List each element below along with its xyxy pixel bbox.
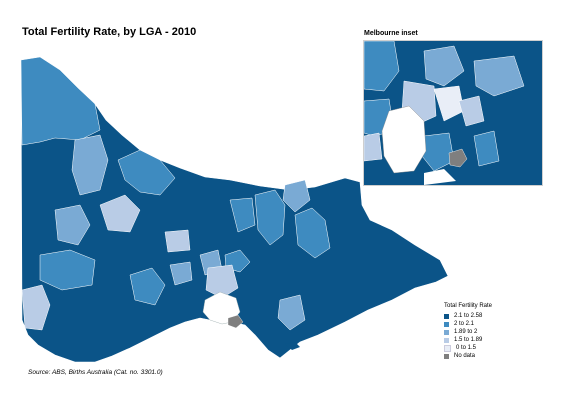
lga-region [129, 267, 166, 306]
inset-title: Melbourne inset [364, 30, 418, 37]
legend-label: 1.89 to 2 [454, 329, 478, 335]
legend-swatch [444, 337, 449, 343]
legend-label: 2 to 2.1 [454, 321, 475, 327]
lga-region [282, 179, 311, 213]
lga-region [39, 249, 96, 291]
lga-region [164, 229, 191, 253]
island [285, 342, 300, 350]
legend-swatch [444, 353, 449, 359]
legend-swatch [444, 321, 449, 327]
lga-region [54, 204, 91, 246]
no-data-region [448, 148, 468, 168]
legend-item: 2 to 2.1 [444, 320, 492, 328]
lga-region [21, 284, 51, 331]
legend-swatch [444, 313, 449, 319]
lga-region [20, 56, 101, 146]
lga-region [205, 264, 239, 299]
legend-item: 0 to 1.5 [444, 344, 492, 352]
map-title: Total Fertility Rate, by LGA - 2010 [22, 26, 197, 38]
lga-region [99, 194, 141, 233]
lga-region [364, 41, 400, 92]
melbourne-inset [363, 40, 543, 186]
lga-region [294, 207, 331, 259]
lga-region [254, 189, 286, 246]
lga-region [458, 95, 485, 127]
lga-region [169, 261, 193, 286]
no-data-region [227, 314, 244, 329]
lga-region [473, 55, 525, 97]
port-phillip-bay [381, 105, 427, 174]
lga-region [277, 294, 306, 331]
legend-label: 2.1 to 2.58 [454, 313, 483, 319]
lga-region [229, 197, 256, 233]
lga-region [71, 134, 109, 196]
lga-region [423, 45, 465, 87]
lga-region [473, 130, 500, 167]
lga-region [364, 132, 383, 162]
legend-item: 2.1 to 2.58 [444, 312, 492, 320]
legend-swatch [444, 344, 451, 352]
legend-label: 0 to 1.5 [456, 345, 477, 351]
legend-item: 1.89 to 2 [444, 328, 492, 336]
legend-item: No data [444, 352, 492, 360]
legend-item: 1.5 to 1.89 [444, 336, 492, 344]
legend-title: Total Fertility Rate [444, 303, 493, 309]
lga-region [117, 149, 176, 196]
melbourne-inset-map [364, 41, 542, 185]
legend-label: 1.5 to 1.89 [454, 337, 483, 343]
legend-label: No data [454, 353, 476, 359]
source-note: Source: ABS, Births Australia (Cat. no. … [28, 369, 163, 376]
legend-swatch [444, 329, 449, 335]
legend: Total Fertility Rate 2.1 to 2.58 2 to 2.… [444, 303, 492, 360]
western-port [424, 169, 456, 185]
